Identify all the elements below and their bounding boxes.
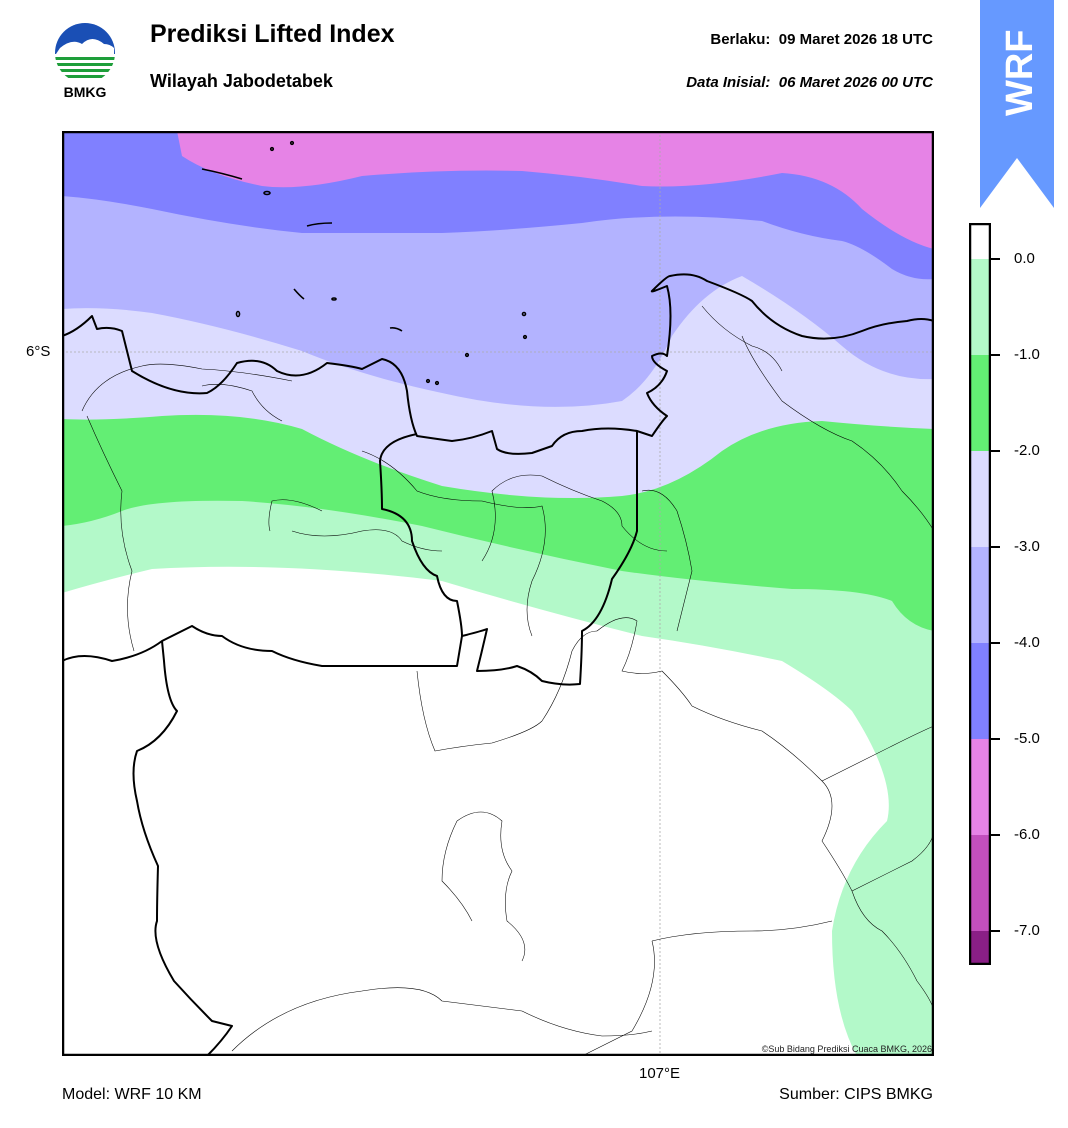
wrf-label: WRF <box>999 29 1041 116</box>
model-text: Model: WRF 10 KM <box>62 1086 202 1103</box>
longitude-label: 107°E <box>639 1065 681 1082</box>
source-text: Sumber: CIPS BMKG <box>779 1086 933 1103</box>
colorbar-tick-label: -4.0 <box>1014 634 1040 651</box>
islands <box>201 140 528 386</box>
colorbar-tick <box>991 738 1000 740</box>
colorbar-band <box>969 643 991 739</box>
graticule <box>62 131 934 1056</box>
colorbar-tick <box>991 546 1000 548</box>
init-label: Data Inisial: <box>686 74 771 91</box>
wrf-badge-text: WRF <box>999 29 1041 116</box>
colorbar-tick-label: -7.0 <box>1014 922 1040 939</box>
latitude-label: 6°S <box>26 343 51 360</box>
valid-time: Berlaku: 09 Maret 2026 18 UTC <box>710 31 933 48</box>
bmkg-logo-icon <box>55 23 115 83</box>
colorbar-tick-label: -6.0 <box>1014 826 1040 843</box>
copyright-text: ©Sub Bidang Prediksi Cuaca BMKG, 2026 <box>761 1044 932 1054</box>
colorbar-tick-label: -5.0 <box>1014 730 1040 747</box>
colorbar <box>969 223 991 965</box>
colorbar-tick <box>991 258 1000 260</box>
colorbar-band <box>969 259 991 355</box>
colorbar-tick-label: -1.0 <box>1014 346 1040 363</box>
shading-layers <box>62 131 934 1056</box>
colorbar-tick <box>991 642 1000 644</box>
province-boundaries <box>62 273 934 1056</box>
colorbar-tick <box>991 354 1000 356</box>
colorbar-band <box>969 739 991 835</box>
valid-value: 09 Maret 2026 18 UTC <box>778 31 933 48</box>
page-subtitle: Wilayah Jabodetabek <box>150 71 333 91</box>
colorbar-band <box>969 355 991 451</box>
colorbar-band <box>969 931 991 965</box>
logo-text: BMKG <box>63 84 107 100</box>
colorbar-tick-label: -3.0 <box>1014 538 1040 555</box>
colorbar-band <box>969 451 991 547</box>
colorbar-band <box>969 547 991 643</box>
regency-boundaries <box>81 305 934 1056</box>
colorbar-band <box>969 835 991 931</box>
shade-5-to-6 <box>177 131 934 249</box>
map-frame <box>62 131 934 1056</box>
page-title: Prediksi Lifted Index <box>150 20 395 48</box>
colorbar-tick <box>991 450 1000 452</box>
colorbar-tick-label: 0.0 <box>1014 250 1035 267</box>
colorbar-tick <box>991 834 1000 836</box>
init-value: 06 Maret 2026 00 UTC <box>778 74 933 91</box>
lifted-index-map <box>62 131 934 1056</box>
colorbar-band <box>969 225 991 259</box>
init-time: Data Inisial: 06 Maret 2026 00 UTC <box>686 74 933 91</box>
colorbar-tick-label: -2.0 <box>1014 442 1040 459</box>
valid-label: Berlaku: <box>710 31 771 48</box>
wrf-arrow-badge-icon <box>980 0 1054 208</box>
colorbar-tick <box>991 930 1000 932</box>
colorbar-frame <box>969 223 991 965</box>
